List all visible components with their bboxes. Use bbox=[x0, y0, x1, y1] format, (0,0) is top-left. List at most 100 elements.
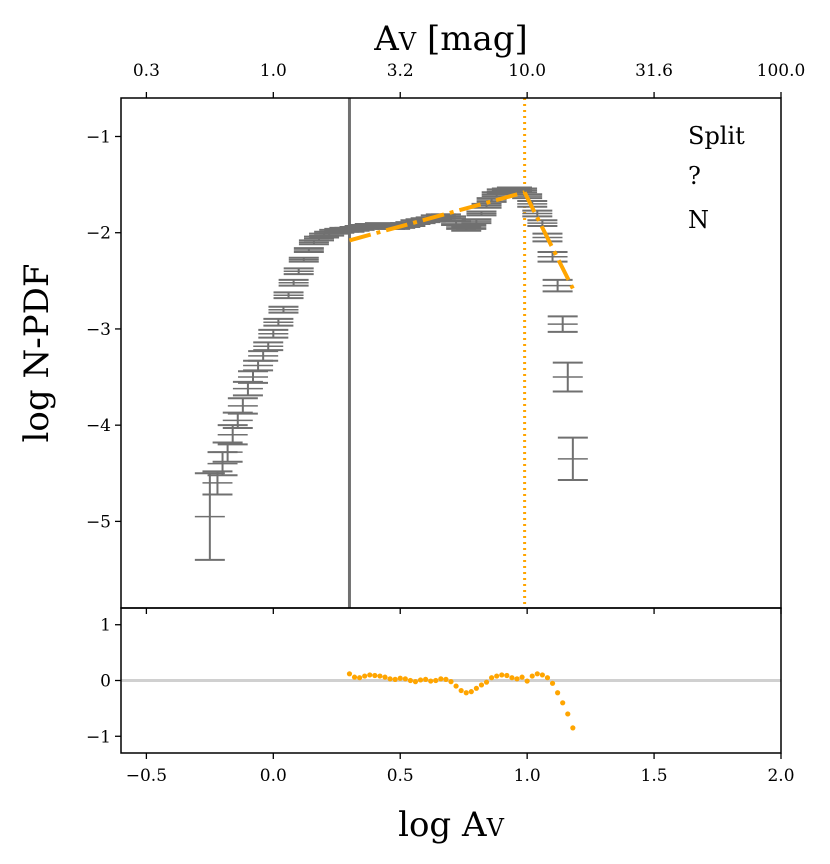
residual-point bbox=[463, 690, 469, 696]
error-bar bbox=[456, 224, 487, 230]
residual-point bbox=[514, 676, 520, 682]
residual-point bbox=[351, 674, 358, 680]
x-tick-label: 0.5 bbox=[387, 766, 414, 786]
residual-point bbox=[529, 673, 535, 679]
annotation-split: Split bbox=[688, 122, 745, 150]
x-tick-label: 1.5 bbox=[641, 766, 668, 786]
y-tick-label: −4 bbox=[86, 416, 111, 436]
residual-point bbox=[397, 675, 403, 681]
error-bar bbox=[227, 397, 258, 415]
error-bar bbox=[522, 209, 553, 218]
residual-point bbox=[458, 687, 464, 694]
residual-point bbox=[417, 677, 424, 683]
residual-point bbox=[539, 672, 545, 678]
error-bar bbox=[278, 278, 309, 287]
residual-y-tick-label: 0 bbox=[100, 672, 111, 692]
residual-point bbox=[504, 672, 510, 679]
residual-point bbox=[534, 671, 540, 677]
residual-point bbox=[544, 675, 551, 681]
main-panel: −1−2−3−4−5 0.3 1.0 3.2 10.0 31.6 100.0 Split … bbox=[86, 61, 805, 614]
y-tick-label: −3 bbox=[86, 320, 111, 340]
residual-point bbox=[402, 676, 408, 682]
error-bar bbox=[547, 315, 578, 333]
error-bar bbox=[461, 218, 492, 225]
error-bar bbox=[527, 219, 558, 227]
residual-point bbox=[433, 677, 439, 684]
error-bar bbox=[194, 472, 225, 561]
residual-point bbox=[423, 676, 429, 682]
error-bar bbox=[253, 341, 284, 352]
residual-point bbox=[489, 675, 495, 681]
annotation-n: N bbox=[688, 206, 709, 234]
x-axis: −0.5 0.0 0.5 1.0 1.5 2.0 bbox=[126, 753, 795, 786]
residual-point bbox=[570, 725, 576, 731]
residual-point bbox=[392, 676, 398, 682]
top-tick-label: 3.2 bbox=[387, 61, 414, 81]
x-tick-label: −0.5 bbox=[126, 766, 167, 786]
residual-point bbox=[428, 678, 434, 684]
residual-point bbox=[494, 673, 500, 679]
residual-y-tick-label: −1 bbox=[86, 727, 111, 747]
residual-point bbox=[357, 675, 363, 681]
residual-point bbox=[499, 672, 505, 678]
residual-y-axis: 1 0 −1 bbox=[86, 616, 121, 747]
x-axis-title: log AV bbox=[398, 805, 504, 845]
residual-point bbox=[468, 689, 474, 695]
error-bar bbox=[507, 187, 538, 194]
annotation-question: ? bbox=[688, 162, 701, 190]
residual-point bbox=[377, 673, 383, 679]
residual-point bbox=[387, 676, 393, 682]
error-bar bbox=[552, 361, 583, 393]
error-bar bbox=[273, 291, 304, 300]
residual-point bbox=[509, 675, 515, 681]
residual-point bbox=[524, 678, 530, 684]
error-bar bbox=[263, 317, 294, 327]
residual-point bbox=[362, 673, 368, 679]
error-bar bbox=[537, 250, 568, 263]
main-y-axis: −1 −2 −3 −4 −5 bbox=[86, 127, 121, 532]
main-x-ticks bbox=[145, 608, 782, 614]
residual-point bbox=[453, 683, 459, 689]
residual-point bbox=[473, 685, 479, 691]
error-bar bbox=[293, 247, 324, 253]
residual-panel: 1 0 −1 −0.5 0.0 0.5 1.0 1.5 2.0 bbox=[86, 607, 795, 786]
residual-points bbox=[346, 671, 576, 731]
residual-point bbox=[519, 674, 525, 680]
residual-point bbox=[438, 676, 444, 682]
top-tick-label: 31.6 bbox=[635, 61, 673, 81]
error-bar bbox=[212, 441, 243, 463]
residual-point bbox=[412, 679, 419, 685]
top-tick-label: 1.0 bbox=[260, 61, 287, 81]
residual-point bbox=[565, 711, 571, 717]
residual-point bbox=[382, 674, 388, 680]
residual-point bbox=[367, 672, 373, 678]
residual-point bbox=[372, 672, 378, 679]
top-x-axis: 0.3 1.0 3.2 10.0 31.6 100.0 bbox=[133, 61, 805, 98]
error-bar bbox=[542, 278, 573, 293]
error-bar bbox=[268, 305, 299, 314]
top-tick-label: 0.3 bbox=[133, 61, 160, 81]
y-tick-label: −5 bbox=[86, 512, 111, 532]
residual-point bbox=[483, 679, 490, 685]
top-axis-title: AV [mag] bbox=[373, 19, 528, 59]
residual-point bbox=[549, 680, 556, 686]
x-tick-label: 1.0 bbox=[514, 766, 541, 786]
error-bar bbox=[283, 267, 314, 276]
error-bar bbox=[258, 328, 289, 339]
high-density-fit bbox=[522, 191, 575, 290]
residual-point bbox=[407, 677, 413, 684]
residual-point bbox=[555, 690, 561, 696]
y-axis-title: log N-PDF bbox=[17, 264, 57, 443]
error-bar bbox=[557, 436, 588, 482]
top-tick-label: 10.0 bbox=[508, 61, 546, 81]
main-reference-lines bbox=[347, 98, 527, 608]
residual-point bbox=[448, 679, 454, 685]
x-tick-label: 2.0 bbox=[767, 766, 794, 786]
fit-lines bbox=[348, 190, 575, 290]
y-tick-label: −1 bbox=[86, 127, 111, 147]
residual-point bbox=[478, 682, 485, 688]
residual-point bbox=[443, 676, 449, 682]
residual-point bbox=[346, 671, 353, 677]
